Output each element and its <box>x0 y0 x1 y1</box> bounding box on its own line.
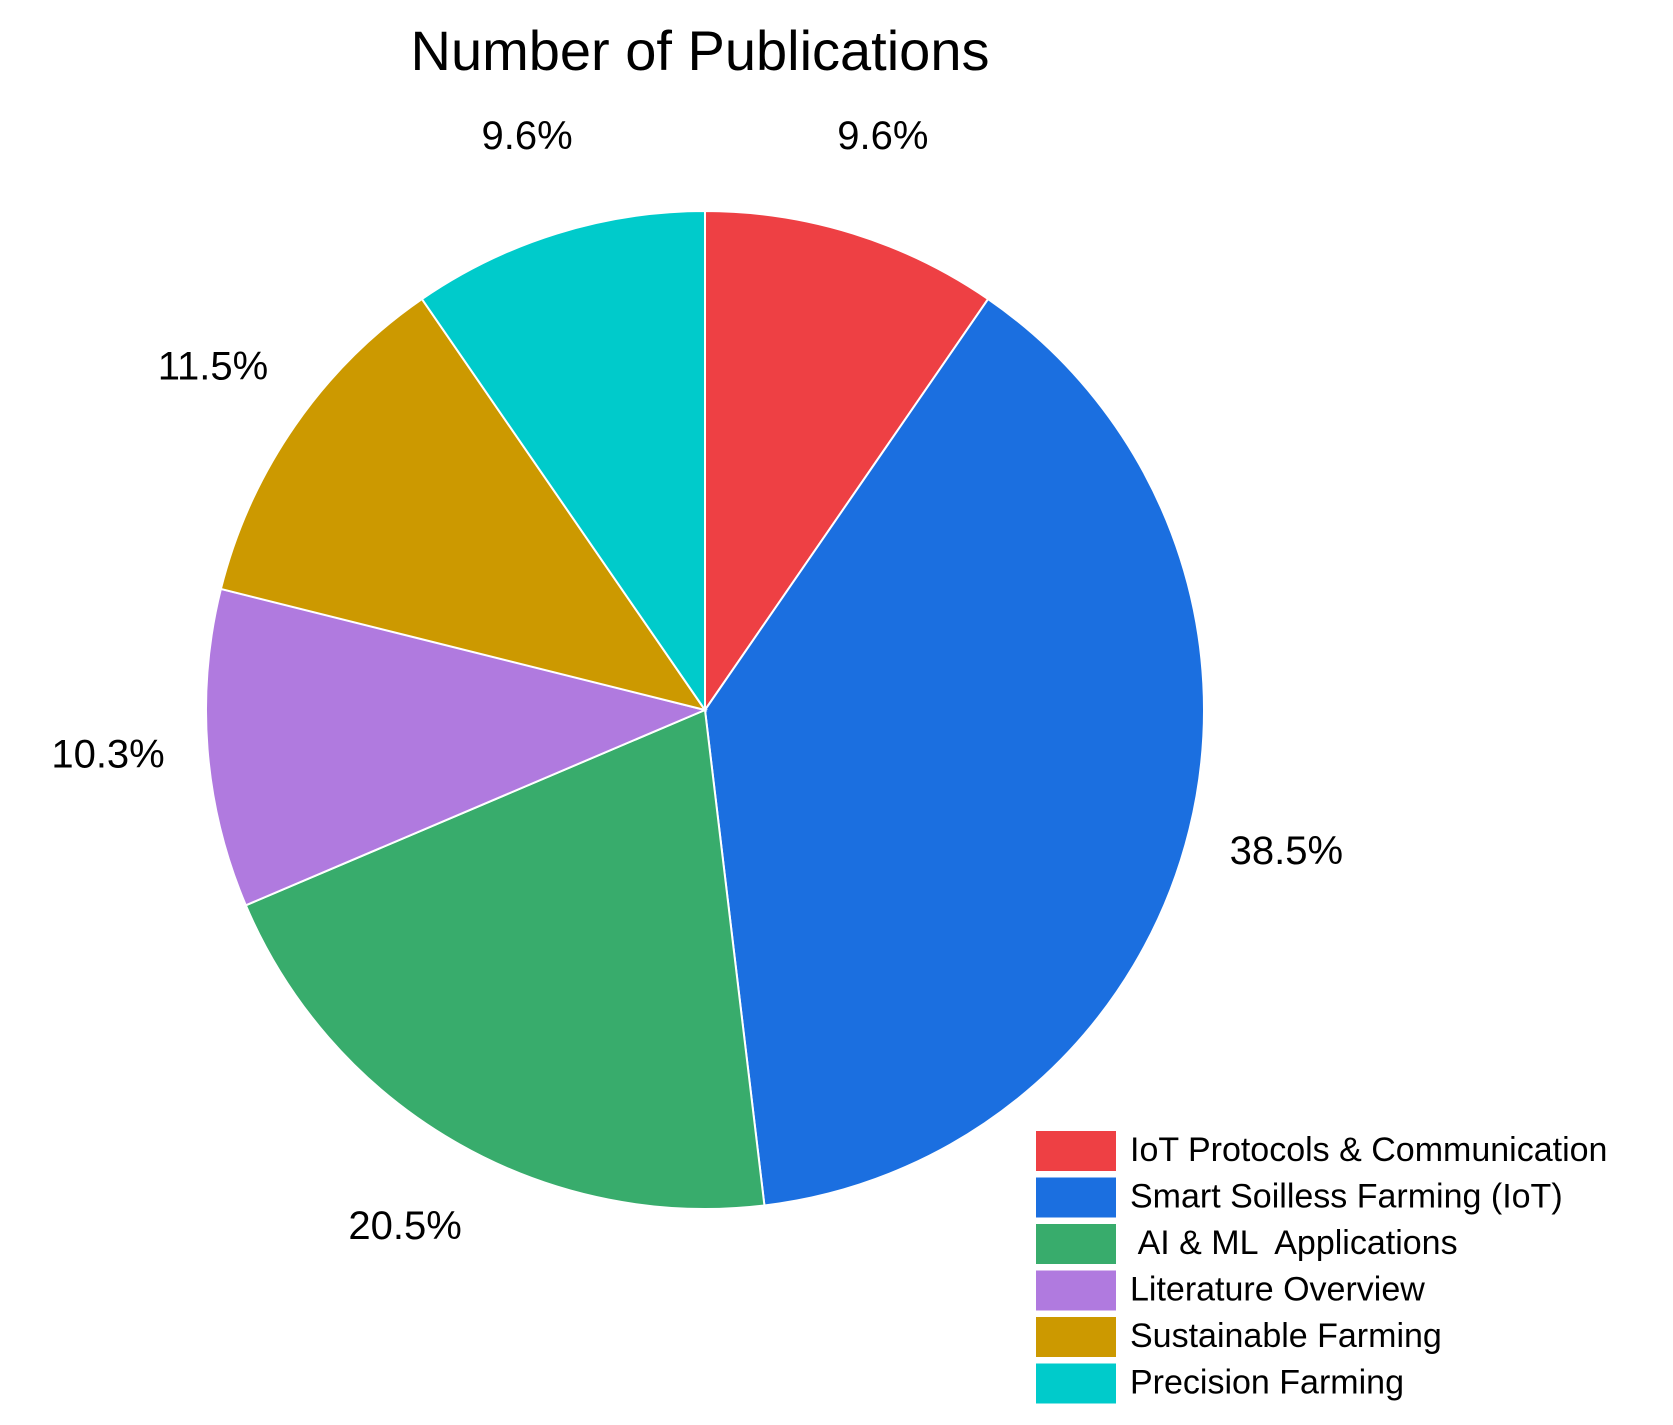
legend-label: Literature Overview <box>1130 1270 1425 1308</box>
legend-swatch <box>1036 1177 1116 1218</box>
legend-label: Sustainable Farming <box>1130 1317 1442 1355</box>
slice-label: 11.5% <box>158 344 268 388</box>
legend-swatch <box>1036 1317 1116 1357</box>
pie-slice <box>219 297 708 712</box>
slice-label: 38.5% <box>1230 829 1343 873</box>
pie-slice <box>704 209 990 714</box>
legend-swatch <box>1036 1270 1116 1311</box>
pie-slice <box>420 209 706 714</box>
legend-label: Precision Farming <box>1130 1363 1404 1401</box>
legend-swatch <box>1036 1131 1116 1171</box>
legend-swatch <box>1036 1363 1116 1404</box>
legend-label: Smart Soilless Farming (IoT) <box>1130 1177 1563 1215</box>
legend-label: IoT Protocols & Communication <box>1130 1131 1607 1169</box>
pie-slice <box>703 297 1206 1207</box>
pie-slice <box>205 587 709 907</box>
legend-label: AI & ML Applications <box>1130 1224 1458 1262</box>
slice-label: 9.6% <box>837 114 928 158</box>
chart-title: Number of Publications <box>411 19 990 82</box>
slice-label: 20.5% <box>348 1204 461 1248</box>
slice-label: 9.6% <box>482 114 573 158</box>
pie-slice <box>244 708 766 1210</box>
slice-label: 10.3% <box>51 733 164 777</box>
legend-swatch <box>1036 1224 1116 1264</box>
